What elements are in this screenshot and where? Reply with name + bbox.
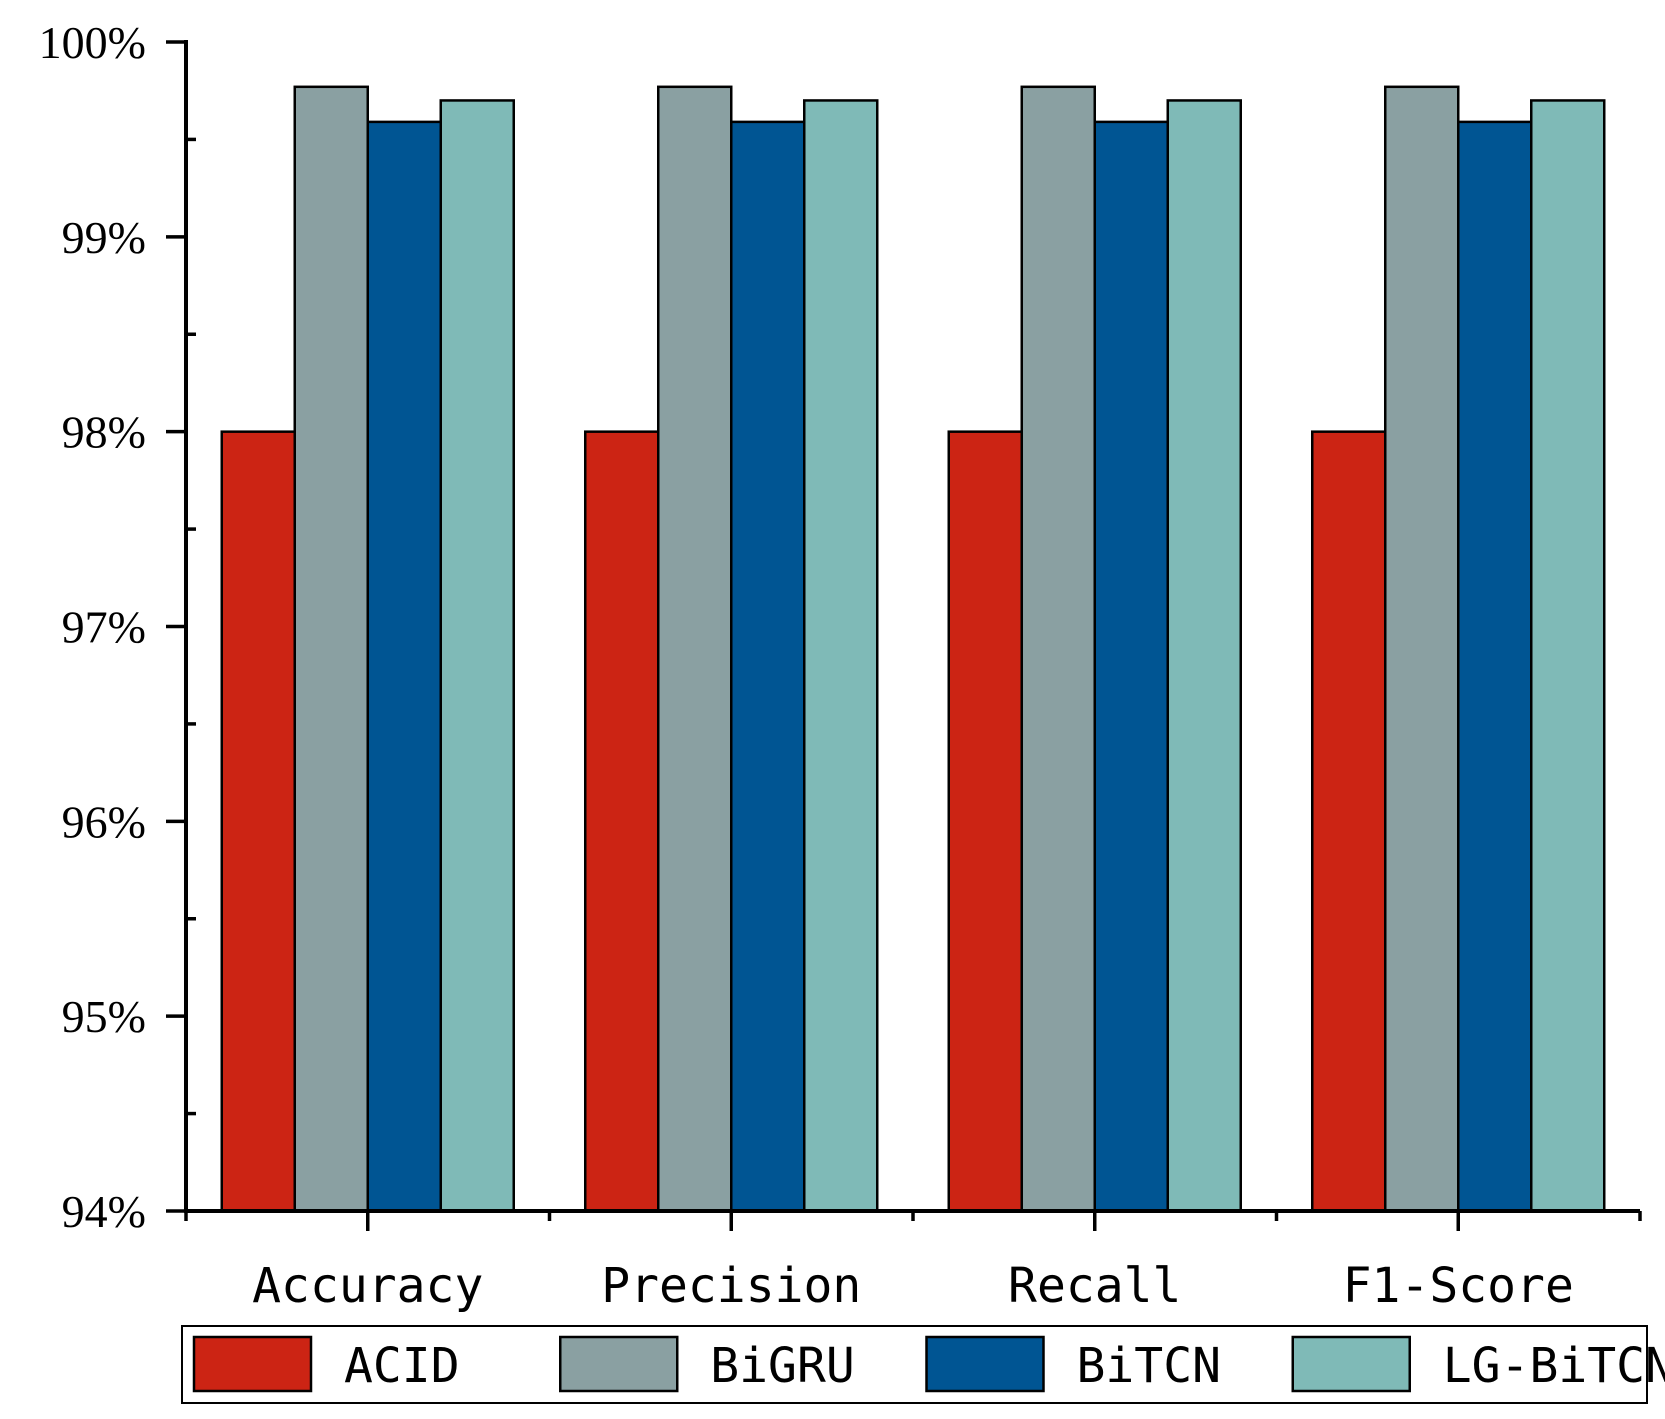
bar-bitcn-f1-score xyxy=(1457,120,1533,1213)
bar-bitcn-recall xyxy=(1093,120,1169,1213)
bar-bigru-recall xyxy=(1020,85,1096,1213)
bar-bigru-accuracy xyxy=(293,85,369,1213)
y-tick-label: 97% xyxy=(62,602,146,653)
bar-lg-bitcn-accuracy xyxy=(439,99,515,1213)
y-tick-label: 96% xyxy=(62,796,146,847)
bar-lg-bitcn-precision xyxy=(803,99,879,1213)
bars-layer xyxy=(220,85,1606,1213)
y-tick-label: 100% xyxy=(39,17,146,68)
y-tick-label: 94% xyxy=(62,1186,146,1237)
legend-label-bitcn: BiTCN xyxy=(1077,1338,1222,1394)
legend-swatch-acid xyxy=(192,1335,313,1393)
y-tick-label: 98% xyxy=(62,407,146,458)
legend: ACID BiGRU BiTCN LG-BiTCN xyxy=(181,1325,1665,1404)
legend-swatch-bitcn xyxy=(925,1335,1045,1393)
bar-acid-f1-score xyxy=(1311,430,1387,1213)
x-tick-label-recall: Recall xyxy=(1008,1258,1181,1314)
legend-label-lg-bitcn: LG-BiTCN xyxy=(1443,1338,1665,1394)
bar-bigru-f1-score xyxy=(1384,85,1460,1213)
legend-swatch-lg-bitcn xyxy=(1291,1335,1411,1393)
bar-acid-recall xyxy=(947,430,1023,1213)
bar-lg-bitcn-recall xyxy=(1166,99,1242,1213)
x-tick-label-accuracy: Accuracy xyxy=(252,1258,483,1314)
x-tick-label-f1-score: F1-Score xyxy=(1343,1258,1574,1314)
legend-label-bigru: BiGRU xyxy=(710,1338,855,1394)
bar-bigru-precision xyxy=(657,85,733,1213)
bar-acid-precision xyxy=(584,430,660,1213)
bar-bitcn-precision xyxy=(730,120,806,1213)
x-tick-label-precision: Precision xyxy=(601,1258,861,1314)
legend-swatch-bigru xyxy=(559,1335,679,1393)
bar-bitcn-accuracy xyxy=(366,120,442,1213)
y-tick-label: 99% xyxy=(62,212,146,263)
legend-label-acid: ACID xyxy=(344,1338,460,1394)
axes-layer: 94% 95% 96% 97% 98% 99% 100% Accuracy Precision R… xyxy=(39,17,1642,1314)
bar-lg-bitcn-f1-score xyxy=(1530,99,1606,1213)
y-tick-label: 95% xyxy=(62,991,146,1042)
bar-acid-accuracy xyxy=(220,430,296,1213)
